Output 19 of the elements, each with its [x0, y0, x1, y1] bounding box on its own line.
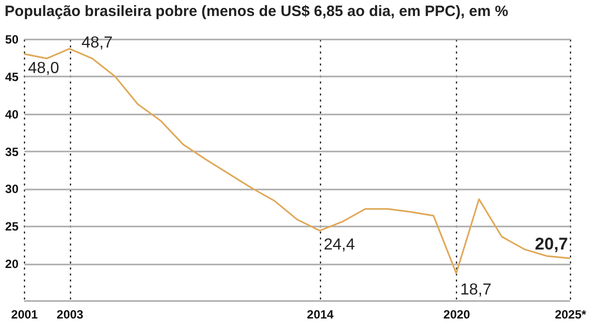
y-tick-label: 25	[5, 220, 19, 234]
y-tick-label: 30	[5, 182, 19, 196]
y-tick-label: 50	[5, 32, 19, 46]
y-tick-label: 20	[5, 257, 19, 272]
x-tick-label: 2014	[306, 308, 334, 322]
annotation: 24,4	[324, 236, 355, 254]
annotation: 20,7	[534, 234, 568, 254]
annotation: 18,7	[460, 281, 492, 298]
y-tick-label: 45	[5, 70, 19, 84]
x-tick-label: 2025*	[554, 308, 587, 322]
annotation: 48,7	[82, 34, 113, 52]
x-tick-label: 2003	[56, 308, 84, 322]
chart-title: População brasileira pobre (menos de US$ 6,85 ao dia, em PPC), em %	[4, 3, 508, 20]
y-tick-label: 35	[5, 144, 19, 159]
x-tick-label: 2001	[11, 308, 38, 322]
line-series	[23, 48, 571, 274]
y-tick-label: 40	[5, 107, 19, 122]
x-tick-label: 2020	[443, 308, 470, 322]
annotation: 48,0	[28, 60, 60, 77]
